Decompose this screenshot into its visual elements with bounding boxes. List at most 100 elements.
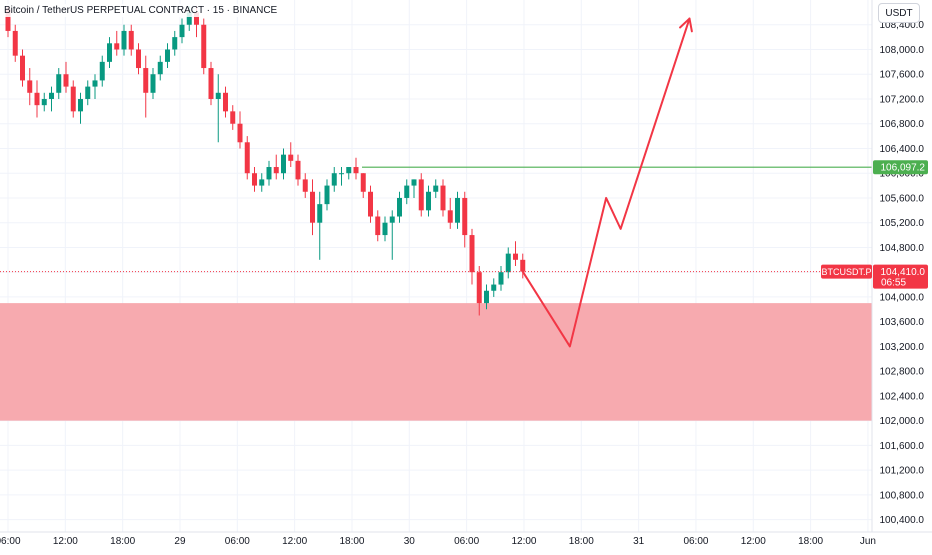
candle-body: [353, 167, 359, 174]
candle-body: [121, 30, 127, 50]
time-tick-label: 18:00: [110, 536, 135, 547]
candle-body: [12, 30, 18, 56]
candle-body: [114, 43, 120, 50]
candle-body: [56, 74, 62, 93]
price-tick-label: 100,800.0: [880, 490, 925, 501]
candle-body: [491, 284, 497, 291]
symbol-badge-label: BTCUSDT.P: [821, 267, 871, 277]
candle-body: [360, 173, 366, 192]
price-tick-label: 102,400.0: [880, 391, 925, 402]
currency-button[interactable]: USDT: [878, 3, 920, 23]
candle-body: [397, 197, 402, 217]
time-tick-label: 18:00: [798, 536, 823, 547]
candle-body: [426, 191, 431, 211]
candle-body: [440, 185, 446, 211]
candle-body: [484, 290, 489, 304]
candle-body: [63, 74, 69, 87]
candle-body: [520, 259, 526, 272]
candle-body: [259, 179, 265, 186]
candle-body: [165, 49, 170, 62]
price-labels: 106,097.2 BTCUSDT.P 104,410.006:55: [821, 160, 928, 289]
candle-body: [281, 154, 286, 174]
candle-body: [186, 12, 192, 25]
time-axis-panel[interactable]: [0, 532, 932, 550]
candle-body: [230, 111, 236, 124]
candle-body: [302, 179, 308, 192]
last-price-badge: [873, 264, 928, 289]
candle-body: [150, 74, 156, 93]
candle-body: [143, 68, 149, 93]
price-tick-label: 107,600.0: [880, 70, 925, 81]
candle-body: [339, 173, 344, 175]
price-tick-label: 108,000.0: [880, 45, 925, 56]
candle-body: [201, 24, 207, 69]
countdown-label: 06:55: [881, 278, 906, 289]
demand-zone-layer: [0, 303, 872, 421]
candle-body: [375, 216, 381, 236]
candle-body: [215, 92, 221, 99]
time-tick-label: 18:00: [339, 536, 364, 547]
grid: [0, 0, 872, 532]
price-tick-label: 103,200.0: [880, 342, 925, 353]
time-tick-label: 06:00: [0, 536, 21, 547]
candle-body: [41, 98, 47, 106]
candle-body: [382, 222, 388, 236]
demand-zone[interactable]: [0, 303, 872, 421]
price-tick-label: 105,200.0: [880, 218, 925, 229]
time-tick-label: 12:00: [741, 536, 766, 547]
candle-body: [27, 80, 33, 93]
time-tick-label: 06:00: [225, 536, 250, 547]
candle-body: [208, 68, 214, 99]
candle-body: [433, 185, 439, 192]
projection-path[interactable]: [521, 17, 691, 348]
time-tick-label: 30: [404, 536, 416, 547]
candle-body: [107, 43, 112, 62]
candle-body: [273, 167, 279, 174]
price-tick-label: 101,600.0: [880, 441, 925, 452]
candle-body: [389, 216, 395, 223]
candle-body: [237, 123, 243, 143]
candle-body: [266, 167, 272, 180]
candle-body: [418, 179, 424, 211]
candle-body: [447, 210, 453, 223]
last-price-label: 104,410.0: [881, 267, 926, 278]
candle-body: [34, 92, 40, 106]
candle-body: [252, 173, 257, 186]
candle-body: [513, 253, 518, 260]
price-tick-label: 103,600.0: [880, 317, 925, 328]
horizontal-level-label: 106,097.2: [881, 163, 926, 174]
candle-body: [368, 191, 373, 217]
time-tick-label: 31: [633, 536, 645, 547]
time-tick-label: 06:00: [454, 536, 479, 547]
time-tick-label: 29: [174, 536, 186, 547]
candle-body: [78, 98, 83, 112]
price-tick-label: 106,000.0: [880, 169, 925, 180]
candle-body: [404, 185, 410, 198]
time-tick-label: 12:00: [53, 536, 78, 547]
candle-body: [498, 272, 504, 285]
candle-body: [223, 92, 228, 112]
time-tick-label: 12:00: [511, 536, 536, 547]
candle-body: [295, 160, 301, 180]
price-tick-label: 102,000.0: [880, 416, 925, 427]
candle-body: [476, 272, 482, 304]
price-tick-label: 101,200.0: [880, 466, 925, 477]
candle-body: [157, 61, 163, 75]
candle-body: [469, 235, 475, 273]
candle-body: [324, 185, 330, 205]
candle-body: [49, 92, 54, 99]
candle-body: [92, 80, 98, 87]
price-tick-label: 104,000.0: [880, 292, 925, 303]
candle-body: [244, 142, 250, 174]
price-tick-label: 104,800.0: [880, 243, 925, 254]
candle-body: [194, 12, 199, 25]
projection-arrowhead: [679, 17, 693, 33]
candle-body: [455, 197, 460, 223]
candle-body: [20, 55, 25, 81]
symbol-badge: [821, 264, 872, 279]
candle-body: [172, 37, 178, 50]
symbol-title[interactable]: Bitcoin / TetherUS PERPETUAL CONTRACT · …: [0, 4, 281, 17]
candle-body: [505, 253, 511, 273]
